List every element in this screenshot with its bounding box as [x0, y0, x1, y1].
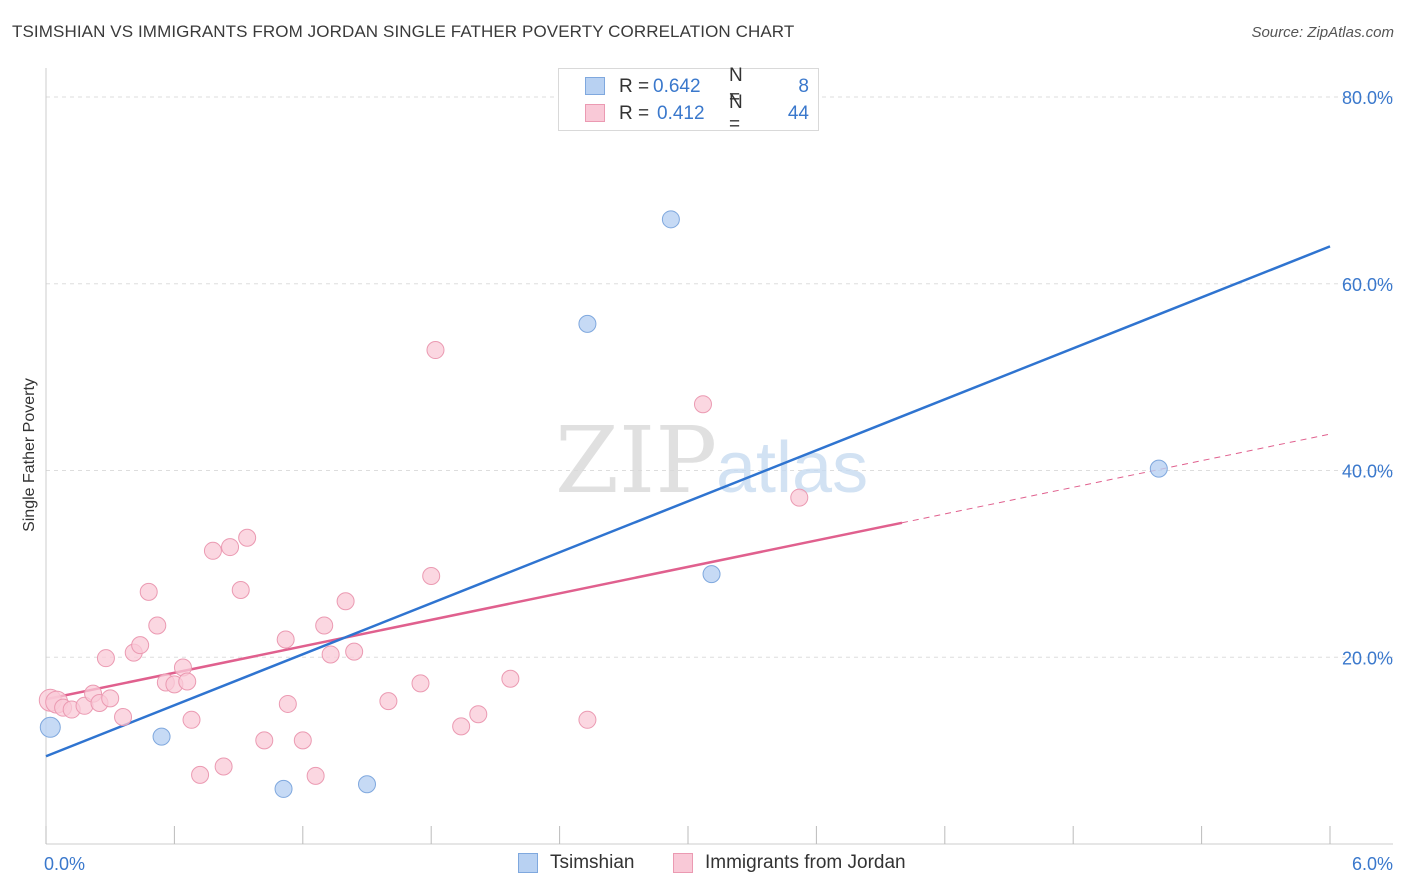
- legend-r-label: R =: [619, 76, 650, 97]
- data-point-jordan: [578, 710, 597, 729]
- data-point-jordan: [203, 541, 222, 560]
- data-point-tsimshian: [39, 716, 61, 738]
- legend-label-jordan: Immigrants from Jordan: [705, 852, 906, 873]
- series-jordan-points: [38, 341, 809, 785]
- data-point-tsimshian: [578, 314, 597, 333]
- data-point-jordan: [693, 395, 712, 414]
- data-point-jordan: [131, 636, 150, 655]
- data-point-jordan: [469, 705, 488, 724]
- data-point-jordan: [238, 528, 257, 547]
- data-point-jordan: [231, 581, 250, 600]
- data-point-jordan: [452, 717, 471, 736]
- watermark: ZIP atlas: [555, 407, 868, 514]
- y-tick-label: 60.0%: [1342, 275, 1393, 295]
- y-axis-label: Single Father Poverty: [21, 378, 38, 532]
- trendline-jordan: [45, 521, 903, 701]
- data-point-jordan: [101, 689, 120, 708]
- data-point-jordan: [306, 766, 325, 785]
- data-point-jordan: [114, 708, 133, 727]
- data-point-tsimshian: [274, 779, 293, 798]
- data-point-jordan: [426, 341, 445, 360]
- data-point-jordan: [255, 731, 274, 750]
- legend-r-label: R =: [619, 103, 650, 124]
- legend-n-label: N =: [729, 65, 743, 108]
- data-point-jordan: [501, 669, 520, 688]
- data-point-jordan: [345, 642, 364, 661]
- data-point-jordan: [178, 672, 197, 691]
- data-point-jordan: [276, 630, 295, 649]
- y-tick-label: 80.0%: [1342, 88, 1393, 108]
- x-tick-label: 0.0%: [44, 854, 85, 874]
- data-point-jordan: [191, 765, 210, 784]
- data-point-jordan: [221, 538, 240, 557]
- legend-r-value: 0.642: [653, 76, 701, 97]
- series-tsimshian-points: [39, 210, 1168, 798]
- legend-item-tsimshian: Tsimshian: [518, 852, 634, 874]
- source-label: Source: ZipAtlas.com: [1251, 24, 1394, 41]
- data-point-jordan: [293, 731, 312, 750]
- legend-label-tsimshian: Tsimshian: [550, 852, 635, 873]
- data-point-jordan: [411, 674, 430, 693]
- data-point-jordan: [790, 488, 809, 507]
- y-tick-label: 20.0%: [1342, 648, 1393, 668]
- data-point-tsimshian: [358, 775, 376, 794]
- axes: [45, 68, 1393, 845]
- legend-n-value: 8: [798, 76, 809, 97]
- data-point-jordan: [96, 649, 115, 668]
- legend-n-label: N =: [729, 92, 743, 135]
- legend-r-value: 0.412: [657, 103, 705, 124]
- data-point-jordan: [139, 582, 158, 601]
- trendline-tsimshian: [45, 245, 1331, 758]
- legend-swatch-tsimshian: [518, 853, 538, 873]
- data-point-jordan: [315, 616, 334, 635]
- tick-labels: 20.0% 40.0% 60.0% 80.0% 0.0% 6.0%: [44, 88, 1393, 874]
- y-tick-label: 40.0%: [1342, 462, 1393, 482]
- x-tick-label: 6.0%: [1352, 854, 1393, 874]
- legend-swatch-jordan: [673, 853, 693, 873]
- data-point-jordan: [422, 567, 441, 586]
- trendline-jordan-extension: [901, 433, 1331, 524]
- legend-item-jordan: Immigrants from Jordan: [673, 852, 906, 874]
- stats-legend: R = 0.642 N = 8 R = 0.412 N = 44: [558, 65, 819, 135]
- data-point-tsimshian: [702, 565, 721, 584]
- data-point-tsimshian: [661, 210, 680, 229]
- data-point-jordan: [148, 616, 167, 635]
- data-point-tsimshian: [152, 727, 171, 746]
- watermark-zip: ZIP: [555, 407, 717, 514]
- legend-n-value: 44: [787, 103, 809, 124]
- data-point-jordan: [182, 710, 201, 729]
- data-point-jordan: [278, 694, 297, 713]
- data-point-jordan: [379, 692, 398, 711]
- chart-title: TSIMSHIAN VS IMMIGRANTS FROM JORDAN SING…: [12, 22, 795, 41]
- legend-swatch-jordan: [585, 104, 605, 122]
- series-legend: Tsimshian Immigrants from Jordan: [0, 852, 1406, 876]
- data-point-jordan: [336, 592, 355, 611]
- data-point-tsimshian: [1149, 459, 1168, 478]
- data-point-jordan: [321, 645, 340, 664]
- trendlines: [45, 245, 1331, 758]
- data-point-jordan: [214, 757, 233, 776]
- legend-swatch-tsimshian: [585, 77, 605, 95]
